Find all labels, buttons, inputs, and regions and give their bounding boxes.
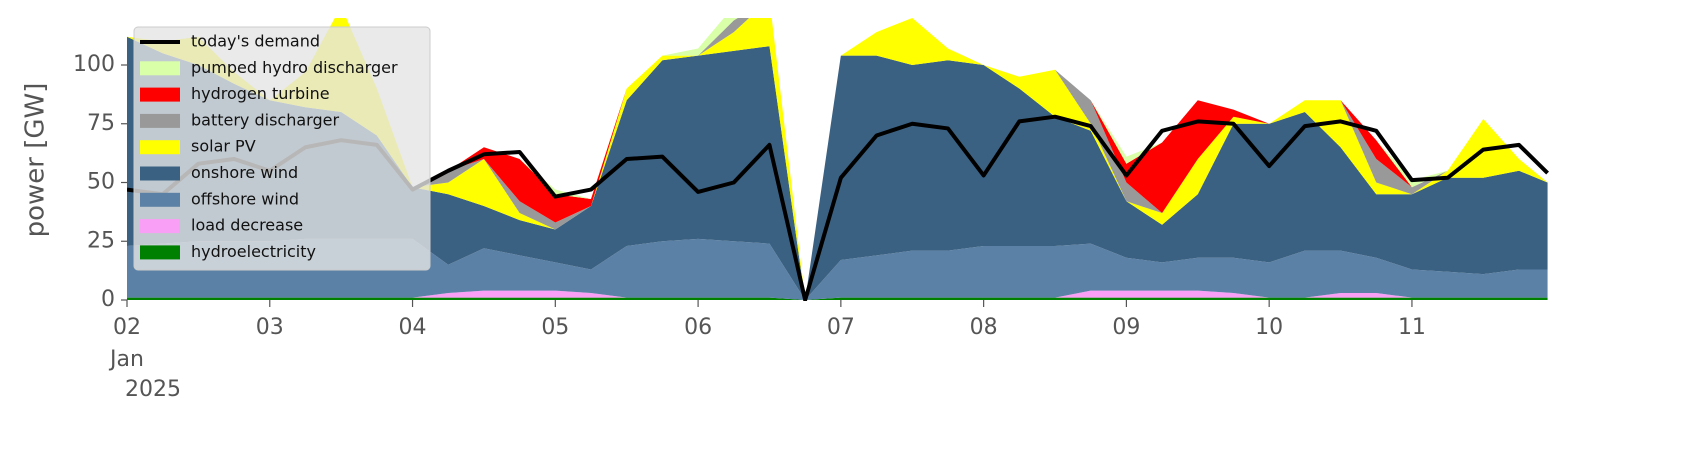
legend-swatch — [140, 140, 180, 155]
x-tick-label: 03 — [256, 315, 284, 340]
legend-swatch — [140, 166, 180, 181]
area — [127, 36, 1548, 301]
legend-swatch — [140, 113, 180, 128]
area — [127, 290, 1548, 300]
legend-label: today's demand — [191, 32, 320, 51]
legend-swatch — [140, 219, 180, 234]
legend-box — [133, 26, 431, 271]
x-tick-label: 04 — [399, 315, 427, 340]
legend-label: hydroelectricity — [191, 242, 316, 261]
x-tick-label: 02 — [113, 315, 141, 340]
legend-swatch — [140, 87, 180, 102]
legend-label: offshore wind — [191, 189, 299, 208]
legend-label: load decrease — [191, 216, 303, 235]
legend-label: solar PV — [191, 137, 256, 156]
area — [127, 238, 1548, 300]
x-tick-label: 08 — [970, 315, 998, 340]
x-date-label: 2025 — [125, 377, 181, 402]
x-tick-label: 05 — [541, 315, 569, 340]
legend-swatch — [140, 192, 180, 207]
legend-swatch — [140, 245, 180, 260]
legend-label: pumped hydro discharger — [191, 58, 398, 77]
area — [127, 297, 1548, 300]
x-tick-label: 11 — [1398, 315, 1426, 340]
x-tick-label: 06 — [684, 315, 712, 340]
y-axis-label: power [GW] — [21, 83, 51, 238]
x-tick-label: 07 — [827, 315, 855, 340]
y-tick-label: 25 — [87, 228, 115, 253]
x-tick-label: 09 — [1112, 315, 1140, 340]
y-tick-label: 100 — [73, 52, 115, 77]
axes: 0 25 50 75 100 02 03 04 05 06 07 08 09 10 11 Jan 2025 — [73, 52, 1426, 402]
y-tick-label: 0 — [101, 287, 115, 312]
x-date-label: Jan — [108, 347, 144, 372]
x-tick-label: 10 — [1255, 315, 1283, 340]
legend: today's demand pumped hydro discharger hyd… — [133, 26, 431, 271]
legend-label: hydrogen turbine — [191, 84, 330, 103]
legend-swatch — [140, 61, 180, 76]
legend-label: onshore wind — [191, 163, 298, 182]
legend-label: battery discharger — [191, 110, 339, 129]
y-tick-label: 75 — [87, 111, 115, 136]
y-tick-label: 50 — [87, 170, 115, 195]
